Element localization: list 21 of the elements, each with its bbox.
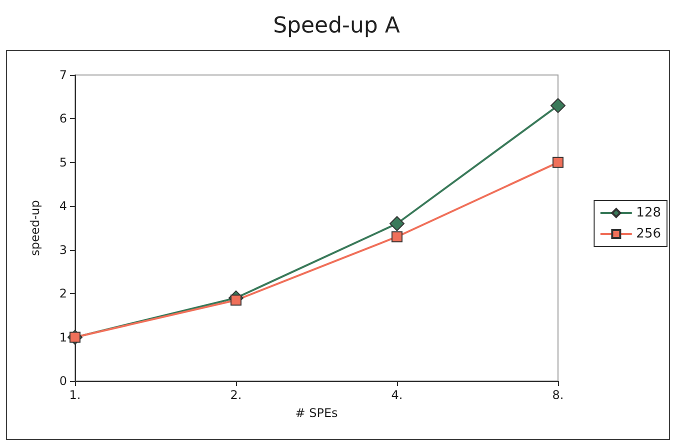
y-tick-label: 3 — [59, 242, 67, 257]
x-tick-label: 4. — [391, 388, 403, 402]
legend-label: 256 — [636, 226, 662, 242]
y-tick-label: 1 — [59, 330, 67, 344]
x-tick-label: 2. — [230, 388, 242, 402]
point — [390, 216, 404, 232]
y-tick-label: 7 — [59, 68, 67, 82]
y-tick-label: 6 — [59, 112, 67, 126]
chart-title: Speed-up A — [273, 14, 400, 38]
x-tick-label: 8. — [552, 388, 564, 402]
x-tick-label: 1. — [69, 388, 81, 402]
y-tick-label: 4 — [59, 199, 67, 214]
y-axis-title: speed-up — [28, 200, 42, 256]
point — [552, 156, 564, 168]
y-tick-label: 2 — [59, 286, 67, 301]
point — [392, 231, 402, 242]
y-tick-label: 0 — [59, 374, 67, 388]
y-tick-label: 5 — [59, 155, 67, 170]
point — [550, 98, 566, 114]
x-axis-title: # SPEs — [295, 406, 338, 420]
legend-label: 128 — [636, 206, 662, 220]
